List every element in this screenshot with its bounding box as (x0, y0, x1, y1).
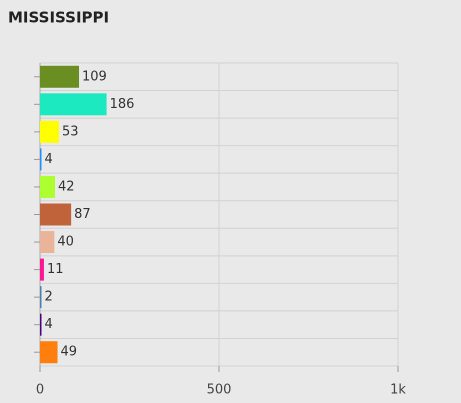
value-label: 40 (57, 235, 74, 250)
value-label: 53 (62, 124, 79, 139)
chart-title: MISSISSIPPI (8, 9, 109, 27)
bar (40, 120, 59, 143)
bar (40, 258, 44, 281)
value-label: 49 (61, 345, 78, 360)
x-tick-label: 500 (207, 383, 232, 398)
value-label: 2 (45, 290, 53, 305)
value-label: 4 (45, 317, 53, 332)
bar (40, 148, 42, 171)
bar (40, 175, 56, 198)
value-label: 42 (58, 179, 75, 194)
bar (40, 93, 107, 116)
bar (40, 65, 80, 88)
x-tick-label: 1k (390, 383, 406, 398)
bar (40, 313, 42, 336)
x-tick-label: 0 (36, 383, 44, 398)
bar (40, 286, 42, 309)
value-label: 87 (74, 207, 91, 222)
value-label: 11 (47, 262, 64, 277)
value-label: 4 (45, 152, 53, 167)
value-label: 109 (82, 69, 107, 84)
value-label: 186 (110, 97, 135, 112)
bar (40, 341, 58, 364)
bar (40, 231, 55, 254)
bar (40, 203, 72, 226)
